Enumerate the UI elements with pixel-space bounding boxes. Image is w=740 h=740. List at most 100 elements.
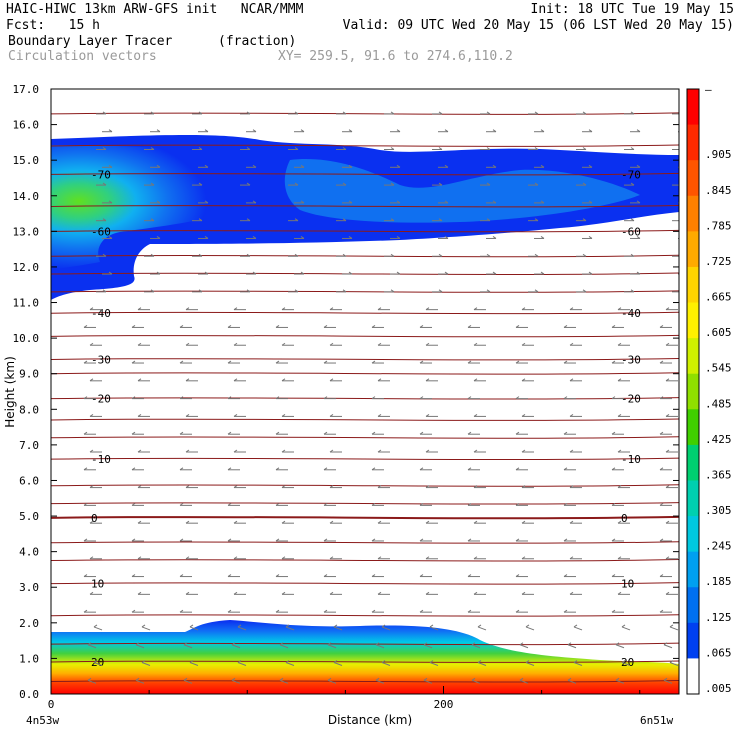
vector-arrow-head [573,624,578,628]
vector-arrow-head [534,253,539,257]
vector-arrow-head [515,609,520,613]
vector-arrow-head [636,129,641,133]
vector-arrow-head [83,431,88,435]
vector-arrow-head [569,485,574,489]
vector-arrow-head [141,624,146,628]
y-tick-label: 2.0 [19,617,39,630]
vector-arrow-head [89,307,94,311]
vector-arrow-head [227,396,232,400]
vector-arrow [285,626,295,631]
vector-arrow-head [444,164,449,168]
vector-arrow-head [198,289,203,293]
colorbar-label: .605 [705,326,732,339]
vector-arrow-head [438,289,443,293]
vector-arrow-head [281,556,286,560]
vector-arrow-head [621,624,626,628]
x-axis-title: Distance (km) [328,713,412,727]
vector-arrow-head [371,609,376,613]
vector-arrow-head [521,307,526,311]
vector-arrow-head [185,485,190,489]
colorbar-label: .185 [705,575,732,588]
vector-arrow-head [669,660,674,663]
y-tick-label: 0.0 [19,688,39,701]
vector-arrow-head [425,591,430,595]
colorbar-swatch [687,551,699,588]
y-tick-label: 11.0 [13,297,40,310]
vector-arrow-head [617,307,622,311]
vector-arrow-head [371,325,376,328]
vector-arrow-head [419,431,424,435]
vector-arrow-head [630,111,635,115]
vector-arrow-head [227,502,232,506]
colorbar-swatch [687,587,699,624]
colorbar-label: .245 [705,540,732,553]
vector-arrow-head [467,609,472,613]
vector-arrow-head [237,660,242,663]
vector-arrow [615,679,625,684]
vector-arrow-head [521,556,526,560]
vector-arrow-head [131,396,136,400]
vector-arrow-head [659,360,664,364]
vector-arrow-head [582,111,587,115]
vector-arrow-head [204,129,209,133]
vector-arrow-head [659,325,664,328]
vector-arrow-head [630,253,635,257]
vector-arrow-head [227,538,232,542]
header-title: HAIC-HIWC 13km ARW-GFS init NCAR/MMM [6,2,304,17]
vector-arrow [477,626,487,631]
isotherm-line [51,112,679,115]
vector-arrow-head [252,200,257,204]
vector-arrow-head [617,342,622,346]
vector-arrow-head [323,325,328,328]
isotherm-line [51,515,679,520]
vector-arrow-head [279,677,284,681]
vector-arrow-head [617,520,622,524]
vector-arrow-head [371,396,376,400]
vector-arrow [327,644,337,649]
vector-arrow-head [636,164,641,168]
vector-arrow-head [611,502,616,506]
vector-arrow-head [89,378,94,382]
vector-arrow-head [137,307,142,311]
vector-arrow-head [246,253,251,257]
vector-arrow-head [377,556,382,560]
vector-arrow-head [89,556,94,560]
vector-arrow [237,662,247,666]
vector-arrow-head [515,502,520,506]
vector-arrow-head [102,289,107,293]
isotherm-label: -10 [621,453,641,466]
vector-arrow [141,626,151,631]
vector-arrow-head [569,413,574,417]
vector-arrow-head [275,396,280,400]
vector-arrow-head [419,360,424,364]
x-tick-label: 0 [48,698,55,711]
vector-arrow [381,626,391,631]
vector-arrow-head [246,182,251,186]
vector-arrow-head [371,574,376,577]
vector-arrow-head [131,538,136,542]
isotherm-label: 0 [91,512,98,525]
vector-arrow-head [137,485,142,489]
colorbar-swatch [687,409,699,446]
vector-arrow-head [521,591,526,595]
vector-arrow-head [617,378,622,382]
vector-arrow-head [540,271,545,275]
vector-arrow-head [198,111,203,115]
vector-arrow-head [294,289,299,293]
vector-arrow-head [419,325,424,328]
y-axis: 0.0 1.0 2.0 3.0 4.0 5.0 6.0 7.0 8.0 9.0 10.0 11.0 12… [13,83,679,701]
header-forecast-hour: Fcst: 15 h [6,18,100,33]
vector-arrow-head [563,574,568,577]
colorbar-label: .785 [705,219,732,232]
isotherm-line [51,502,679,505]
vector-arrow-head [534,289,539,293]
vector-arrow-head [108,271,113,275]
vector-arrow-head [348,129,353,133]
vector-arrow-head [246,289,251,293]
vector-arrow-head [567,642,572,646]
vector-arrow-head [329,307,334,311]
vector-arrow-head [102,147,107,150]
colorbar-swatch [687,89,699,126]
vector-arrow-head [419,609,424,613]
vector-arrow-head [582,147,587,150]
